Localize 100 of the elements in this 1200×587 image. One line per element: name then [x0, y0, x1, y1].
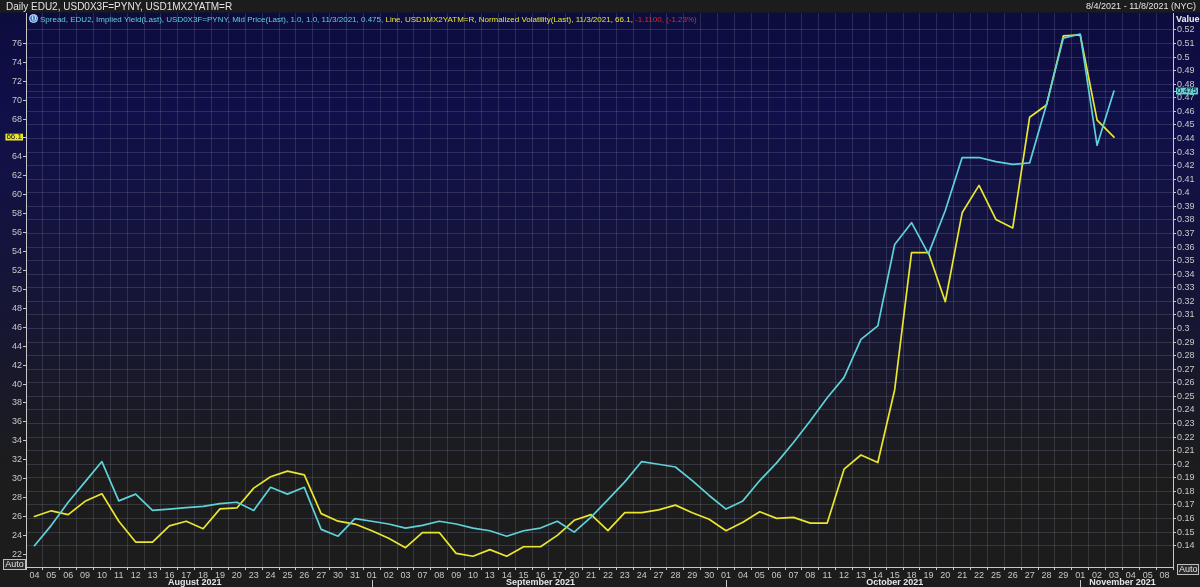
y2-tick-label: 0.15	[1177, 526, 1195, 537]
x-tick-label: 23	[248, 569, 259, 580]
y2-tick-label: 0.34	[1177, 268, 1195, 279]
x-tick-label: 12	[130, 569, 141, 580]
x-tick-label: 11	[822, 569, 832, 580]
y2-tick-label: 0.29	[1177, 336, 1195, 347]
y2-tick-label: 0.16	[1177, 513, 1195, 524]
y-tick-label: 58	[11, 208, 22, 219]
x-tick-label: 07	[417, 569, 428, 580]
text: Auto	[1177, 564, 1199, 575]
x-tick-label: 07	[788, 569, 799, 580]
y2-tick-label: 0.33	[1177, 282, 1195, 293]
y2-tick-label: 0.51	[1177, 38, 1195, 49]
x-tick-label: 22	[602, 569, 613, 580]
y2-tick-label: 0.5	[1177, 51, 1190, 62]
y2-tick-label: 0.3	[1177, 323, 1190, 334]
x-tick-label: 27	[316, 569, 327, 580]
y-tick-label: 72	[11, 75, 22, 86]
x-tick-label: 30	[704, 569, 715, 580]
x-tick-label: 30	[333, 569, 344, 580]
x-tick-label: 15	[518, 569, 529, 580]
y-tick-label: 50	[11, 283, 22, 294]
x-tick-label: 18	[906, 569, 917, 580]
x-tick-label: 01	[366, 569, 377, 580]
x-tick-label: 03	[400, 569, 411, 580]
x-tick-label: 27	[653, 569, 664, 580]
x-tick-label: 05	[46, 569, 57, 580]
x-tick-label: 03	[1108, 569, 1119, 580]
x-tick-label: 29	[687, 569, 698, 580]
x-tick-label: 01	[1075, 569, 1086, 580]
y2-axis-title: Value	[1176, 14, 1200, 25]
x-tick-label: 05	[754, 569, 765, 580]
x-tick-label: 06	[771, 569, 782, 580]
y-tick-label: 60	[11, 189, 22, 200]
y2-tick-label: 0.52	[1177, 24, 1195, 35]
y-tick-label: 56	[11, 227, 22, 238]
y2-tick-label: 0.26	[1177, 377, 1195, 388]
x-tick-label: 24	[636, 569, 647, 580]
y-tick-label: 66.1	[6, 132, 23, 142]
x-tick-label: 29	[1058, 569, 1069, 580]
y2-tick-label: 0.4	[1177, 187, 1190, 198]
y-tick-label: 44	[11, 340, 22, 351]
y2-tick-label: 0.28	[1177, 350, 1195, 361]
x-tick-label: 21	[586, 569, 597, 580]
x-tick-label: 20	[940, 569, 951, 580]
y-tick-label: 28	[11, 492, 22, 503]
x-tick-label: 01	[721, 569, 732, 580]
y2-tick-label: 0.36	[1177, 241, 1195, 252]
y2-tick-label: 0.27	[1177, 363, 1195, 374]
y-tick-label: 42	[11, 359, 22, 370]
x-tick-label: 08	[1159, 569, 1170, 580]
x-tick-label: 13	[855, 569, 866, 580]
x-tick-label: 21	[957, 569, 968, 580]
text: 8/4/2021 - 11/8/2021 (NYC)	[1086, 1, 1196, 12]
x-tick-label: 10	[96, 569, 107, 580]
x-tick-label: 05	[1142, 569, 1153, 580]
x-tick-label: 22	[974, 569, 985, 580]
x-tick-label: 26	[299, 569, 310, 580]
y-tick-label: 76	[11, 37, 22, 48]
x-tick-label: 20	[569, 569, 580, 580]
y2-tick-label: 0.23	[1177, 418, 1195, 429]
annotation: -1.1100, (-1.23%)	[635, 15, 697, 24]
x-tick-label: 10	[467, 569, 478, 580]
y-tick-label: 68	[11, 113, 22, 124]
y2-tick-label: 0.41	[1177, 173, 1195, 184]
x-tick-label: 24	[265, 569, 276, 580]
x-tick-label: 19	[923, 569, 934, 580]
x-tick-label: 08	[805, 569, 816, 580]
x-tick-label: 14	[501, 569, 512, 580]
y2-tick-label: 0.46	[1177, 105, 1195, 116]
y-tick-label: 38	[11, 397, 22, 408]
y2-tick-label: 0.31	[1177, 309, 1195, 320]
x-tick-label: 02	[383, 569, 394, 580]
y-tick-label: 52	[11, 265, 22, 275]
x-tick-label: 23	[619, 569, 630, 580]
y2-tick-label: 0.49	[1177, 65, 1195, 76]
y2-tick-label: 0.25	[1177, 390, 1195, 401]
y-tick-label: 32	[11, 454, 22, 465]
y2-tick-label: 0.22	[1177, 431, 1195, 442]
y-tick-label: 62	[11, 170, 22, 181]
y2-tick-label: 0.44	[1177, 133, 1195, 144]
x-tick-label: 15	[889, 569, 900, 580]
y-tick-label: 64	[11, 151, 22, 162]
y-tick-label: 70	[11, 94, 22, 105]
y2-tick-label: 0.35	[1177, 255, 1195, 266]
x-tick-label: 28	[1041, 569, 1052, 580]
x-tick-label: 17	[552, 569, 563, 580]
y2-tick-label: 0.24	[1177, 404, 1195, 415]
y2-tick-label: 0.32	[1177, 295, 1195, 306]
chart-title: Daily EDU2, USD0X3F=PYNY, USD1MX2YATM=R	[6, 1, 233, 12]
x-tick-label: 14	[872, 569, 883, 580]
y2-tick-label: 0.2	[1177, 458, 1190, 469]
y2-tick-label: 0.21	[1177, 445, 1195, 456]
y2-tick-label: 0.42	[1177, 160, 1195, 171]
y2-tick-label: 0.43	[1177, 146, 1195, 157]
text: Auto	[3, 559, 26, 570]
y-tick-label: 26	[11, 510, 22, 521]
y2-tick-label: 0.48	[1177, 78, 1195, 89]
y2-tick-label: 0.19	[1177, 472, 1195, 483]
y-tick-label: 48	[11, 302, 22, 313]
